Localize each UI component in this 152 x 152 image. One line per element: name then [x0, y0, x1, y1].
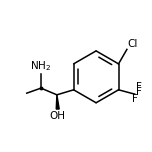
Text: NH$_2$: NH$_2$	[30, 59, 52, 73]
Polygon shape	[56, 95, 59, 109]
Text: Cl: Cl	[128, 39, 138, 48]
Text: F: F	[136, 82, 141, 92]
Text: OH: OH	[50, 111, 66, 121]
Text: F: F	[136, 87, 141, 97]
Text: F: F	[132, 94, 138, 104]
